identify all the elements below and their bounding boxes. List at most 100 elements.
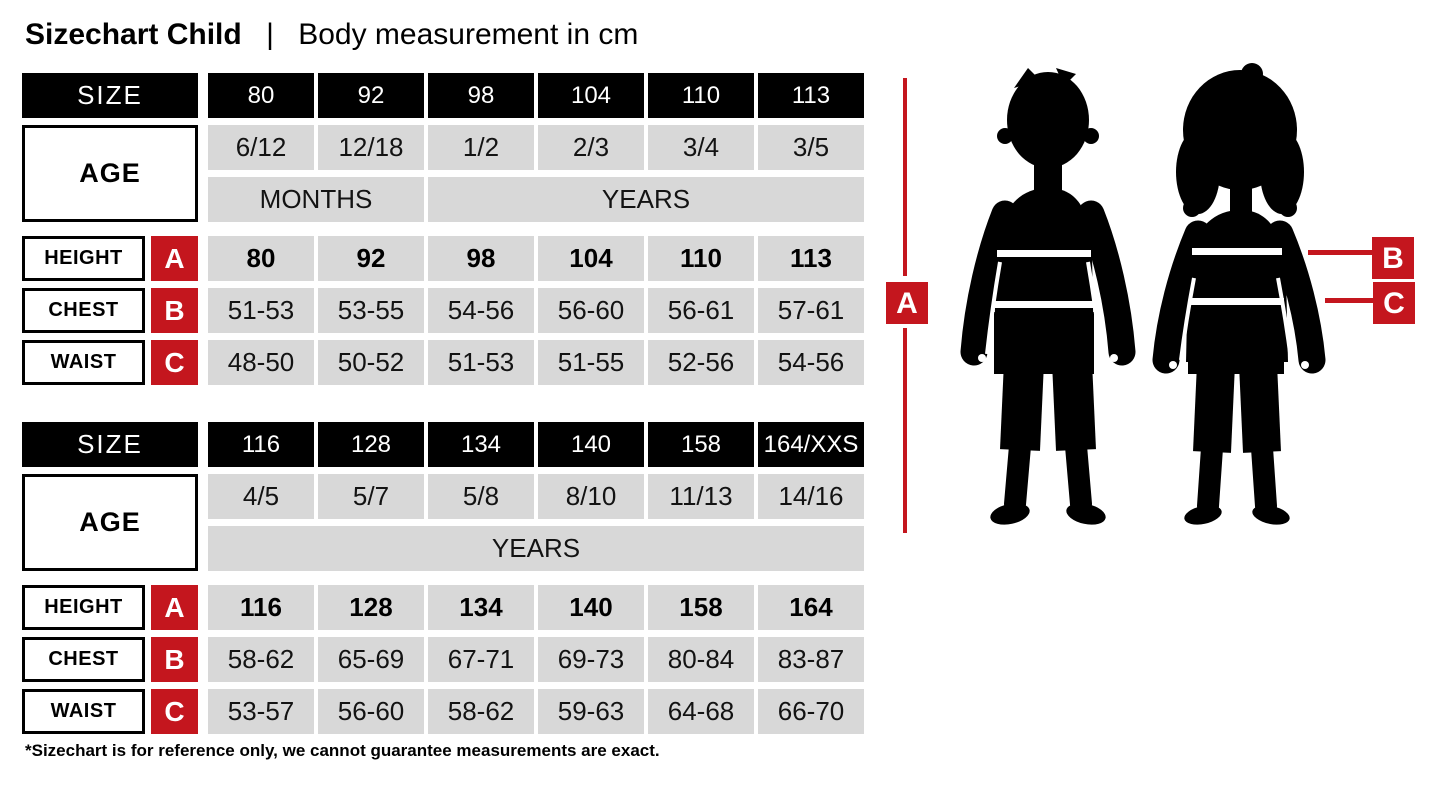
value-cell: 52-56 [648, 340, 754, 385]
age-cell: 3/5 [758, 125, 864, 170]
boy-waist-line [995, 301, 1093, 308]
value-cell: 69-73 [538, 637, 644, 682]
value-cell: 140 [538, 585, 644, 630]
value-cell: 110 [648, 236, 754, 281]
value-cell: 53-55 [318, 288, 424, 333]
measurement-row-waist: WAIST C 53-57 56-60 58-62 59-63 64-68 66-70 [22, 689, 882, 734]
sizes-row: 80 92 98 104 110 113 [208, 73, 868, 118]
boy-chest-line [997, 250, 1091, 257]
measurement-rows: HEIGHT A 80 92 98 104 110 113 CHEST B 51-53 53-55 54… [22, 229, 882, 385]
measurement-row-waist: WAIST C 48-50 50-52 51-53 51-55 52-56 54-56 [22, 340, 882, 385]
letter-badge-c: C [151, 689, 198, 734]
size-header-label: SIZE [22, 422, 198, 467]
age-cell: 3/4 [648, 125, 754, 170]
age-label-box: AGE [22, 474, 198, 571]
letter-badge-c: C [151, 340, 198, 385]
size-header-row: SIZE 80 92 98 104 110 113 [22, 73, 882, 118]
value-cell: 134 [428, 585, 534, 630]
age-cell: 2/3 [538, 125, 644, 170]
size-header-row: SIZE 116 128 134 140 158 164/XXS [22, 422, 882, 467]
age-units-row: YEARS [208, 526, 868, 571]
value-cell: 54-56 [428, 288, 534, 333]
size-table-infant: SIZE 80 92 98 104 110 113 AGE 6/12 12/18 1/2 2/3… [22, 73, 882, 392]
letter-badge-b: B [151, 637, 198, 682]
waist-pointer-line [1325, 298, 1373, 303]
girl-waist-line [1190, 298, 1284, 305]
age-band: AGE 6/12 12/18 1/2 2/3 3/4 3/5 MONTHS YEARS [22, 125, 882, 222]
value-cell: 57-61 [758, 288, 864, 333]
value-cell: 164 [758, 585, 864, 630]
value-cell: 66-70 [758, 689, 864, 734]
value-cell: 92 [318, 236, 424, 281]
value-cell: 65-69 [318, 637, 424, 682]
age-cell: 1/2 [428, 125, 534, 170]
age-cell: 6/12 [208, 125, 314, 170]
chest-b-letter: B [1382, 242, 1404, 275]
value-cell: 128 [318, 585, 424, 630]
size-cell: 158 [648, 422, 754, 467]
size-table-child: SIZE 116 128 134 140 158 164/XXS AGE 4/5 5/7 5/… [22, 422, 882, 741]
value-cell: 116 [208, 585, 314, 630]
waist-c-indicator: C [1325, 282, 1415, 324]
age-label-box: AGE [22, 125, 198, 222]
value-cell: 80 [208, 236, 314, 281]
value-cell: 104 [538, 236, 644, 281]
value-cell: 56-61 [648, 288, 754, 333]
footnote: *Sizechart is for reference only, we can… [25, 741, 660, 760]
size-cell: 128 [318, 422, 424, 467]
size-header-label: SIZE [22, 73, 198, 118]
age-unit-cell: MONTHS [208, 177, 424, 222]
value-cell: 67-71 [428, 637, 534, 682]
girl-silhouette [1152, 63, 1326, 525]
age-cell: 5/7 [318, 474, 424, 519]
title-separator: | [266, 18, 274, 51]
age-band: AGE 4/5 5/7 5/8 8/10 11/13 14/16 YEARS [22, 474, 882, 571]
age-unit-cell: YEARS [428, 177, 864, 222]
value-cell: 56-60 [538, 288, 644, 333]
value-cell: 83-87 [758, 637, 864, 682]
row-label-height: HEIGHT [22, 236, 145, 281]
height-a-badge: A [886, 282, 928, 324]
size-cell: 98 [428, 73, 534, 118]
value-cell: 64-68 [648, 689, 754, 734]
measurement-row-height: HEIGHT A 80 92 98 104 110 113 [22, 236, 882, 281]
value-cell: 50-52 [318, 340, 424, 385]
size-cell: 80 [208, 73, 314, 118]
value-cell: 59-63 [538, 689, 644, 734]
letter-badge-b: B [151, 288, 198, 333]
body-measurement-diagram: A B C [886, 63, 1415, 533]
value-cell: 56-60 [318, 689, 424, 734]
letter-badge-a: A [151, 236, 198, 281]
size-cell: 134 [428, 422, 534, 467]
ages-row: 6/12 12/18 1/2 2/3 3/4 3/5 [208, 125, 868, 170]
row-label-waist: WAIST [22, 689, 145, 734]
age-cell: 14/16 [758, 474, 864, 519]
row-label-waist: WAIST [22, 340, 145, 385]
age-cell: 12/18 [318, 125, 424, 170]
size-cell: 164/XXS [758, 422, 864, 467]
sizes-row: 116 128 134 140 158 164/XXS [208, 422, 868, 467]
age-cell: 4/5 [208, 474, 314, 519]
value-cell: 51-55 [538, 340, 644, 385]
measurement-row-chest: CHEST B 58-62 65-69 67-71 69-73 80-84 83-87 [22, 637, 882, 682]
chest-b-indicator: B [1308, 237, 1414, 279]
age-cell: 11/13 [648, 474, 754, 519]
size-cell: 113 [758, 73, 864, 118]
age-cell: 8/10 [538, 474, 644, 519]
value-cell: 54-56 [758, 340, 864, 385]
size-cell: 104 [538, 73, 644, 118]
chest-pointer-line [1308, 250, 1372, 255]
value-cell: 158 [648, 585, 754, 630]
size-cell: 110 [648, 73, 754, 118]
value-cell: 80-84 [648, 637, 754, 682]
value-cell: 58-62 [428, 689, 534, 734]
value-cell: 51-53 [208, 288, 314, 333]
value-cell: 98 [428, 236, 534, 281]
height-a-letter: A [896, 287, 918, 320]
ages-row: 4/5 5/7 5/8 8/10 11/13 14/16 [208, 474, 868, 519]
boy-silhouette [960, 68, 1136, 525]
value-cell: 113 [758, 236, 864, 281]
value-cell: 51-53 [428, 340, 534, 385]
age-values-block: 6/12 12/18 1/2 2/3 3/4 3/5 MONTHS YEARS [208, 125, 868, 222]
age-values-block: 4/5 5/7 5/8 8/10 11/13 14/16 YEARS [208, 474, 868, 571]
